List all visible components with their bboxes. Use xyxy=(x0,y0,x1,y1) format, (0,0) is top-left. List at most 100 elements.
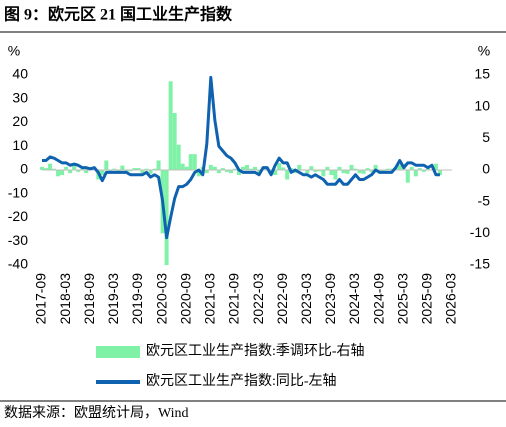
area-segment xyxy=(244,164,250,170)
x-tick-label: 2021-03 xyxy=(202,273,218,325)
x-tick-label: 2026-03 xyxy=(443,273,459,325)
x-tick-label: 2019-09 xyxy=(129,273,145,325)
area-segment xyxy=(112,168,117,170)
line-series xyxy=(42,75,440,240)
area-segment xyxy=(273,170,278,176)
x-tick-label: 2022-09 xyxy=(274,273,290,325)
area-segment xyxy=(48,163,53,170)
area-segment xyxy=(417,168,422,170)
area-segment xyxy=(148,170,153,174)
area-segment xyxy=(369,170,374,172)
y-tick-label: -10 xyxy=(8,184,28,200)
x-tick-label: 2020-03 xyxy=(153,273,169,325)
area-segment xyxy=(120,165,125,170)
legend-label: 欧元区工业生产指数:季调环比-右轴 xyxy=(146,343,365,359)
area-segment xyxy=(228,170,233,174)
chart-title: 图 9：欧元区 21 国工业生产指数 xyxy=(4,5,233,24)
area-segment xyxy=(60,170,65,176)
area-segment xyxy=(361,170,366,174)
x-tick-label: 2018-09 xyxy=(81,273,97,325)
y-axis-label: % xyxy=(8,43,20,59)
legend-swatch xyxy=(96,346,140,358)
area-segment xyxy=(236,170,241,176)
x-tick-label: 2023-09 xyxy=(322,273,338,325)
area-segment xyxy=(44,168,49,170)
area-segment xyxy=(413,170,418,177)
area-segment xyxy=(253,166,258,170)
area-segment xyxy=(309,166,314,170)
area-segment xyxy=(421,170,426,172)
area-segment xyxy=(80,168,85,170)
x-tick-label: 2017-09 xyxy=(33,273,49,325)
area-segment xyxy=(188,154,193,170)
area-segment xyxy=(39,166,45,170)
area-segment xyxy=(180,163,185,170)
y-tick-label: 0 xyxy=(20,161,28,177)
x-tick-label: 2022-03 xyxy=(250,273,266,325)
area-segment xyxy=(277,163,282,170)
area-segment xyxy=(64,166,69,170)
area-segment xyxy=(249,168,254,170)
area-segment xyxy=(341,170,346,174)
area-segment xyxy=(321,170,326,177)
area-segment xyxy=(72,164,77,170)
legend-label: 欧元区工业生产指数:同比-左轴 xyxy=(146,373,337,389)
area-segment xyxy=(192,154,197,170)
x-tick-label: 2020-09 xyxy=(177,273,193,325)
y2-tick-label: 0 xyxy=(482,161,490,177)
x-tick-label: 2018-03 xyxy=(57,273,73,325)
area-segment xyxy=(136,168,141,170)
area-segment xyxy=(144,168,149,170)
area-segment xyxy=(56,170,61,177)
y-tick-label: -20 xyxy=(8,208,28,224)
area-segment xyxy=(184,166,189,170)
x-tick-label: 2024-09 xyxy=(370,273,386,325)
area-segment xyxy=(357,170,362,174)
area-segment xyxy=(128,170,133,172)
area-segment xyxy=(337,166,342,170)
area-segment xyxy=(232,168,237,170)
y-tick-label: 40 xyxy=(12,66,28,82)
area-segment xyxy=(84,170,89,174)
area-segment xyxy=(385,168,390,170)
area-segment xyxy=(132,168,137,170)
area-segment xyxy=(164,170,169,265)
area-segment xyxy=(405,170,410,183)
area-segment xyxy=(257,170,262,174)
x-tick-label: 2025-09 xyxy=(419,273,435,325)
area-segment xyxy=(152,168,157,170)
area-segment xyxy=(333,170,338,180)
area-segment xyxy=(325,166,330,170)
area-segment xyxy=(281,167,286,170)
area-segment xyxy=(353,168,358,170)
area-segment xyxy=(172,113,177,170)
source-note: 数据来源：欧盟统计局，Wind xyxy=(4,405,189,421)
area-segment xyxy=(104,160,109,170)
y2-axis-label: % xyxy=(478,43,490,59)
area-segment xyxy=(240,166,245,170)
area-segment xyxy=(204,170,209,174)
area-segment xyxy=(433,163,438,170)
area-segment xyxy=(349,164,354,170)
area-segment xyxy=(208,164,213,170)
area-segment xyxy=(76,170,81,172)
area-segment xyxy=(52,168,57,170)
y2-tick-label: 10 xyxy=(474,97,490,113)
area-segment xyxy=(365,168,370,170)
area-segment xyxy=(156,160,161,170)
x-tick-label: 2024-03 xyxy=(346,273,362,325)
y2-tick-label: 15 xyxy=(474,66,490,82)
y-tick-label: -40 xyxy=(8,256,28,272)
area-segment xyxy=(212,166,217,170)
y-tick-label: 30 xyxy=(12,89,28,105)
area-segment xyxy=(220,168,225,170)
area-segment xyxy=(317,170,322,172)
area-segment xyxy=(345,170,350,174)
area-segment xyxy=(168,81,173,170)
y2-tick-label: -10 xyxy=(470,224,490,240)
y-tick-label: 20 xyxy=(12,113,28,129)
y2-tick-label: -5 xyxy=(478,192,491,208)
x-tick-label: 2025-03 xyxy=(394,273,410,325)
y-tick-label: 10 xyxy=(12,137,28,153)
area-segment xyxy=(224,170,229,172)
